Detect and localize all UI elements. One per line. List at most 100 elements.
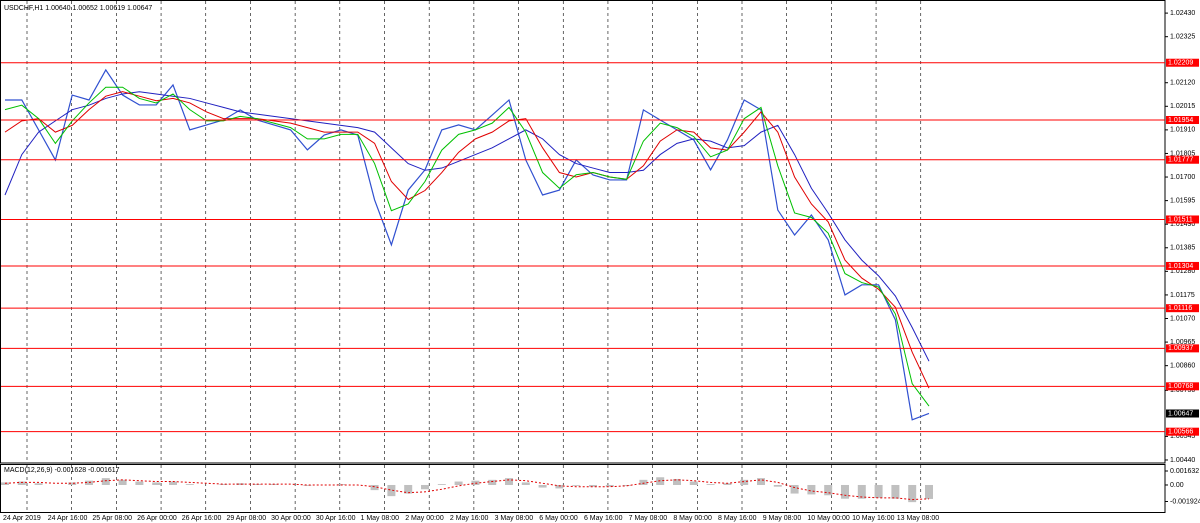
macd-panel-frame [0,464,1166,513]
y-tick-label: 1.01595 [1170,197,1195,204]
macd-bar [1,482,9,485]
macd-bar [420,484,429,490]
level-label: 1.01304 [1168,263,1193,270]
y-tick-label: 1.02325 [1170,34,1195,41]
x-tick-label: 24 Apr 16:00 [48,515,88,522]
macd-bar [152,482,161,485]
macd-bar [101,478,110,485]
level-tag [1166,344,1199,353]
y-tick-label: 0.00 [1170,482,1184,489]
x-tick-label: 10 May 00:00 [807,515,850,522]
macd-bar [756,478,765,485]
macd-bar [924,484,933,499]
level-tag [1166,58,1199,67]
y-tick-label: 1.01910 [1170,127,1195,134]
level-tag [1166,115,1199,124]
y-tick-label: 1.00965 [1170,339,1195,346]
x-tick-label: 2 May 16:00 [450,515,489,522]
macd-bar [521,482,530,485]
last-price-label: 1.00647 [1168,410,1193,417]
macd-bar [488,479,497,485]
x-tick-label: 26 Apr 00:00 [137,515,177,522]
level-tag [1166,427,1199,436]
level-label: 1.00768 [1168,383,1193,390]
x-tick-label: 7 May 08:00 [629,515,668,522]
x-tick-label: 3 May 08:00 [495,515,534,522]
macd-bar [404,484,413,494]
macd-signal [4,479,930,501]
macd-bar [857,484,866,499]
macd-bar [639,479,648,485]
level-label: 1.01777 [1168,157,1193,164]
macd-bar [588,484,597,487]
macd-bar [824,484,833,496]
level-label: 1.01116 [1168,305,1192,312]
level-tag [1166,304,1199,313]
y-tick-label: 1.02015 [1170,103,1195,110]
macd-bar [874,484,883,498]
chart-title: USDCHF,H1 1.00640 1.00652 1.00619 1.0064… [4,5,152,12]
level-label: 1.00937 [1168,345,1193,352]
x-tick-label: 6 May 00:00 [539,515,578,522]
y-tick-label: 1.01385 [1170,245,1195,252]
x-tick-label: 8 May 16:00 [718,515,757,522]
y-tick-label: 0.001632 [1170,468,1199,475]
level-label: 1.00566 [1168,429,1193,436]
macd-bar [219,484,228,485]
macd-bar [303,484,312,486]
y-tick-label: 1.01070 [1170,315,1195,322]
price-line [5,68,930,421]
x-tick-label: 10 May 16:00 [852,515,895,522]
macd-bar [622,484,631,486]
macd-bar [68,482,77,485]
macd-bar [185,484,194,485]
y-tick-label: 1.00750 [1170,387,1195,394]
macd-bar [168,481,177,485]
moving-average [4,91,930,389]
macd-bar [790,484,799,494]
macd-bar [572,484,581,486]
y-tick-label: 1.00545 [1170,433,1195,440]
macd-bar [118,479,127,485]
y-tick-label: 1.02430 [1170,10,1195,17]
macd-bar [672,478,681,485]
x-tick-label: 30 Apr 16:00 [316,515,356,522]
x-tick-label: 26 Apr 16:00 [182,515,222,522]
x-tick-label: 29 Apr 08:00 [226,515,266,522]
macd-bar [135,481,144,485]
x-tick-label: 13 May 08:00 [897,515,940,522]
macd-bar [740,479,749,485]
macd-bar [370,484,379,491]
x-tick-label: 6 May 16:00 [584,515,623,522]
y-tick-label: 1.01280 [1170,268,1195,275]
last-price-tag [1166,409,1199,418]
macd-bar [908,484,917,503]
macd-bar [437,484,446,485]
macd-bar [387,484,396,497]
level-tag [1166,382,1199,391]
macd-bar [17,481,26,485]
level-label: 1.01511 [1168,216,1193,223]
main-panel-frame [0,0,1166,464]
y-tick-label: 1.01490 [1170,221,1195,228]
level-tag [1166,261,1199,270]
y-tick-label: 1.01805 [1170,150,1195,157]
x-tick-label: 30 Apr 00:00 [271,515,311,522]
y-tick-label: 1.01175 [1170,292,1195,299]
macd-bar [773,484,782,487]
level-label: 1.02209 [1168,60,1193,67]
y-tick-label: 1.02120 [1170,80,1195,87]
macd-bar [723,483,732,485]
y-tick-label: 1.01700 [1170,174,1195,181]
moving-average [4,86,930,407]
macd-bar [689,481,698,485]
macd-bar [807,484,816,495]
macd-bar [504,478,513,485]
x-tick-label: 9 May 08:00 [763,515,802,522]
x-tick-label: 8 May 00:00 [673,515,712,522]
macd-bar [555,484,564,489]
x-tick-label: 24 Apr 2019 [3,515,41,522]
moving-average [4,91,930,362]
level-label: 1.01954 [1168,117,1193,124]
